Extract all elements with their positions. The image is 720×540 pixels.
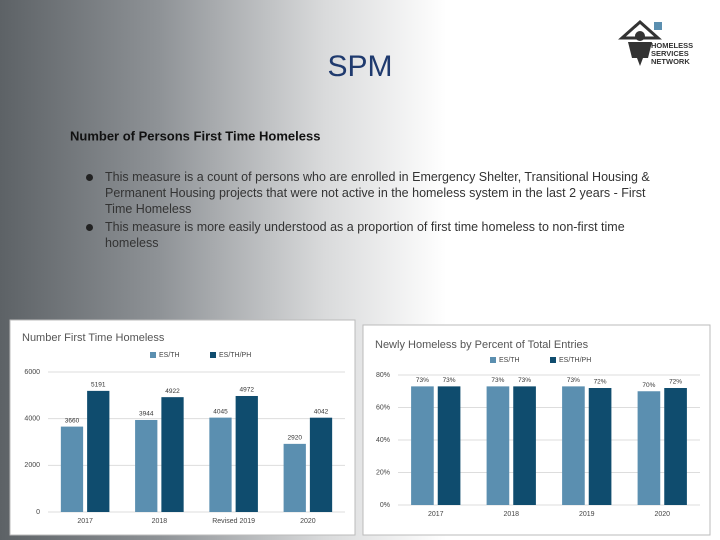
x-tick-label: 2020 [300, 518, 316, 525]
y-tick-label: 80% [376, 372, 390, 379]
y-tick-label: 20% [376, 469, 390, 476]
bar [209, 417, 232, 512]
logo-text: NETWORK [651, 57, 690, 66]
section-heading: Number of Persons First Time Homeless [70, 128, 320, 143]
slide-title: SPM [327, 50, 392, 83]
chart-title: Number First Time Homeless [22, 332, 165, 344]
x-tick-label: 2019 [579, 511, 595, 518]
bar [309, 417, 333, 512]
x-tick-label: 2017 [77, 518, 93, 525]
bar [60, 426, 84, 512]
bar [588, 388, 612, 505]
value-label: 72% [669, 379, 682, 386]
value-label: 73% [491, 377, 504, 384]
bar [437, 386, 461, 505]
y-tick-label: 40% [376, 437, 390, 444]
x-tick-label: 2018 [503, 511, 519, 518]
bar [486, 386, 510, 505]
legend-swatch [150, 352, 156, 358]
value-label: 3660 [65, 417, 80, 424]
value-label: 4972 [240, 387, 255, 394]
bar [235, 395, 258, 512]
legend-swatch [490, 357, 496, 363]
bar [562, 386, 585, 505]
value-label: 5191 [91, 382, 106, 389]
chart-title: Newly Homeless by Percent of Total Entri… [375, 339, 589, 351]
bar [513, 386, 536, 505]
logo-text: HOMELESS [651, 41, 693, 50]
logo: HOMELESS SERVICES NETWORK [618, 19, 693, 66]
value-label: 4922 [165, 388, 180, 395]
value-label: 3944 [139, 411, 154, 418]
bullet-dot [86, 224, 93, 231]
x-tick-label: Revised 2019 [212, 518, 255, 525]
y-tick-label: 6000 [24, 369, 40, 376]
y-tick-label: 60% [376, 404, 390, 411]
legend-label: ES/TH [159, 352, 180, 359]
legend-label: ES/TH/PH [559, 357, 591, 364]
value-label: 73% [567, 377, 580, 384]
bar [637, 391, 661, 505]
value-label: 72% [594, 379, 607, 386]
y-tick-label: 2000 [24, 462, 40, 469]
value-label: 73% [416, 377, 429, 384]
bullet-dot [86, 174, 93, 181]
bar [135, 419, 158, 512]
value-label: 4045 [213, 408, 228, 415]
logo-text: SERVICES [651, 49, 689, 58]
value-label: 2920 [288, 435, 303, 442]
legend-swatch [210, 352, 216, 358]
x-tick-label: 2017 [428, 511, 444, 518]
bullet-text: This measure is a count of persons who a… [105, 170, 650, 216]
x-tick-label: 2018 [152, 518, 168, 525]
bar [161, 397, 184, 512]
bar [664, 388, 687, 505]
bar [87, 390, 110, 512]
logo-body [628, 42, 652, 66]
value-label: 73% [518, 377, 531, 384]
logo-head [635, 31, 645, 41]
bar [283, 443, 306, 512]
legend-label: ES/TH [499, 357, 520, 364]
x-tick-label: 2020 [654, 511, 670, 518]
legend-swatch [550, 357, 556, 363]
bar [411, 386, 434, 505]
y-tick-label: 4000 [24, 416, 40, 423]
value-label: 4042 [314, 408, 329, 415]
y-tick-label: 0 [36, 509, 40, 516]
bullet-text: This measure is more easily understood a… [105, 220, 625, 250]
legend-label: ES/TH/PH [219, 352, 251, 359]
value-label: 73% [443, 377, 456, 384]
y-tick-label: 0% [380, 502, 390, 509]
value-label: 70% [642, 382, 655, 389]
logo-accent [654, 22, 662, 30]
